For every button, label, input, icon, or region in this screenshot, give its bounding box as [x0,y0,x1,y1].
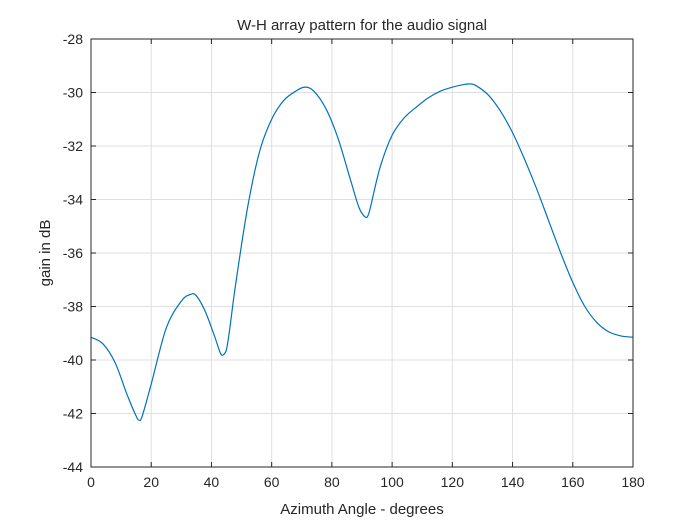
y-tick-labels: -44 -42 -40 -38 -36 -34 -32 -30 -28 [63,31,83,475]
tick-marks [90,38,634,468]
x-tick-label: 120 [441,474,465,490]
y-tick-label: -38 [63,299,83,315]
x-tick-label: 100 [380,474,404,490]
y-tick-label: -34 [63,192,83,208]
y-tick-label: -44 [63,459,83,475]
y-axis-label: gain in dB [37,220,54,287]
x-tick-label: 60 [264,474,280,490]
chart-title: W-H array pattern for the audio signal [237,17,487,34]
x-tick-label: 80 [324,474,340,490]
x-tick-label: 180 [621,474,645,490]
y-tick-label: -30 [63,85,83,101]
series-line [90,83,634,422]
y-tick-label: -40 [63,352,83,368]
y-tick-label: -28 [63,31,83,47]
x-tick-labels: 0 20 40 60 80 100 120 140 160 180 [87,474,645,490]
y-tick-label: -42 [63,406,83,422]
x-axis-label: Azimuth Angle - degrees [280,501,443,518]
series-layer [90,83,634,422]
y-tick-label: -36 [63,245,83,261]
x-tick-label: 0 [87,474,95,490]
x-tick-label: 20 [143,474,159,490]
x-tick-label: 40 [204,474,220,490]
y-tick-label: -32 [63,138,83,154]
x-tick-label: 160 [561,474,585,490]
x-tick-label: 140 [501,474,525,490]
